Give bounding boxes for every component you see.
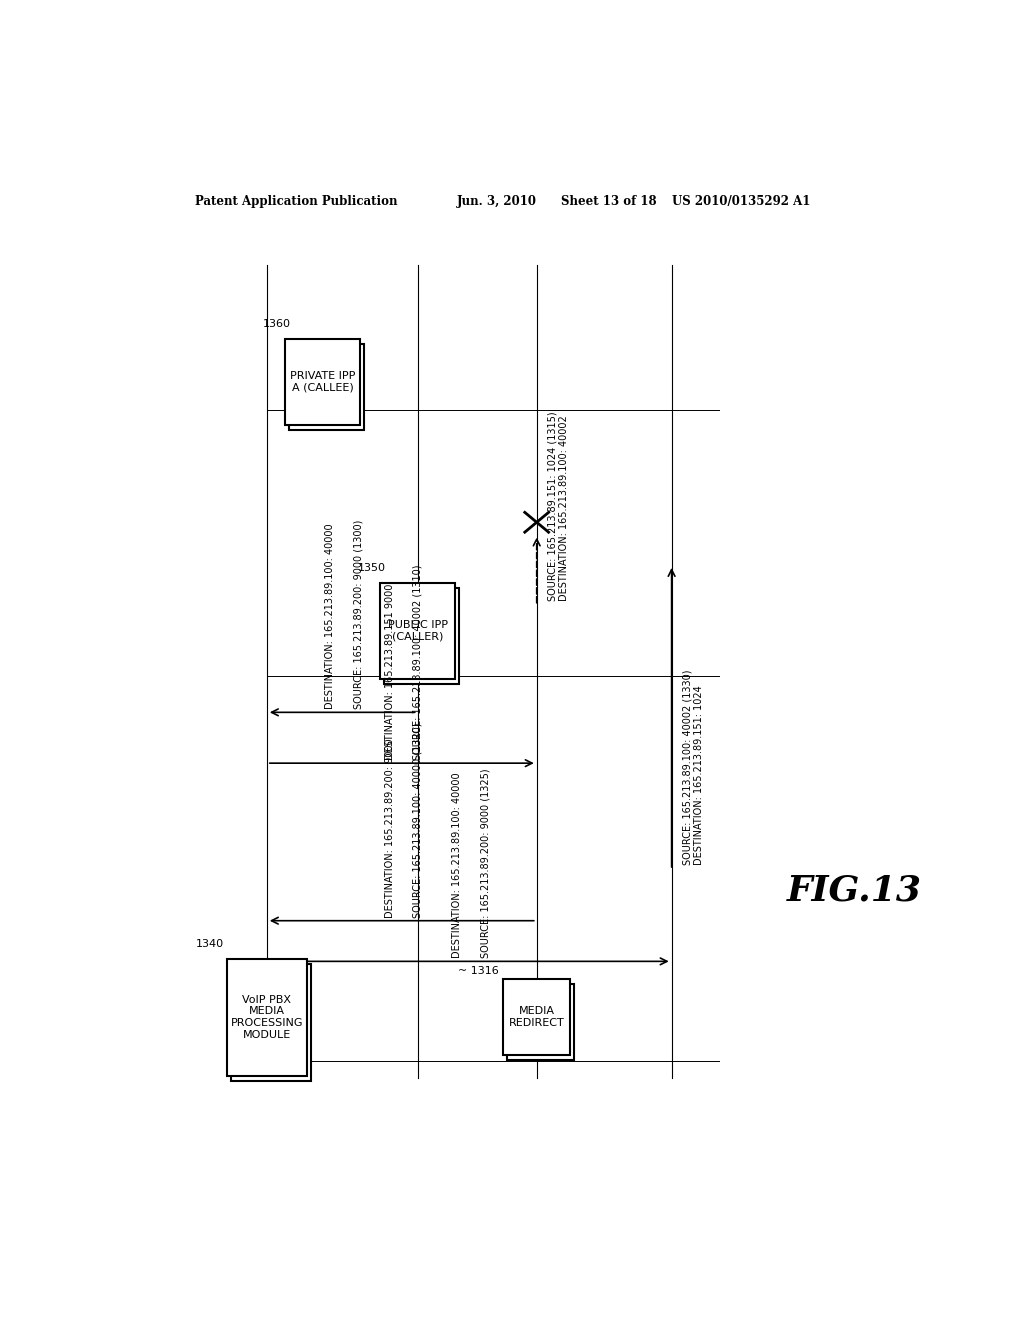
Text: DESTINATION: 165.213.89.100: 40000: DESTINATION: 165.213.89.100: 40000 [453,772,463,958]
Text: 1340: 1340 [196,939,223,949]
Text: DESTINATION: 165.213.89.200: 9000: DESTINATION: 165.213.89.200: 9000 [385,738,395,917]
Bar [507,985,574,1060]
Text: PRIVATE IPP
A (CALLEE): PRIVATE IPP A (CALLEE) [290,371,355,393]
Text: 1350: 1350 [358,562,386,573]
Text: SOURCE: 165.213.89.100: 40002 (1310): SOURCE: 165.213.89.100: 40002 (1310) [413,565,423,760]
Bar [384,587,460,684]
Bar [227,958,306,1076]
Text: DESTINATION: 165.213.89.151 9000: DESTINATION: 165.213.89.151 9000 [385,583,395,760]
Bar [503,979,570,1056]
Text: DESTINATION: 165.213.89.100: 40002: DESTINATION: 165.213.89.100: 40002 [559,414,569,601]
Text: SOURCE: 165.213.89.100: 40002 (1330): SOURCE: 165.213.89.100: 40002 (1330) [683,669,692,865]
Text: DESTINATION: 165.213.89.151: 1024: DESTINATION: 165.213.89.151: 1024 [694,685,703,865]
Text: DESTINATION: 165.213.89.100: 40000: DESTINATION: 165.213.89.100: 40000 [326,524,336,709]
Text: US 2010/0135292 A1: US 2010/0135292 A1 [672,194,810,207]
Text: SOURCE: 165.213.89.200: 9000 (1325): SOURCE: 165.213.89.200: 9000 (1325) [480,768,490,958]
Text: Patent Application Publication: Patent Application Publication [196,194,398,207]
Text: ~ 1316: ~ 1316 [459,966,499,975]
Text: VoIP PBX
MEDIA
PROCESSING
MODULE: VoIP PBX MEDIA PROCESSING MODULE [230,995,303,1040]
Text: SOURCE: 165.213.89.151: 1024 (1315): SOURCE: 165.213.89.151: 1024 (1315) [548,411,558,601]
Bar [380,582,456,680]
Text: Jun. 3, 2010: Jun. 3, 2010 [458,194,538,207]
Bar [289,345,365,430]
Bar [285,339,360,425]
Text: 1360: 1360 [263,318,291,329]
Bar [231,964,310,1081]
Text: PUBLIC IPP
(CALLER): PUBLIC IPP (CALLER) [388,620,447,642]
Text: FIG.13: FIG.13 [786,874,922,907]
Text: Sheet 13 of 18: Sheet 13 of 18 [560,194,656,207]
Text: MEDIA
REDIRECT: MEDIA REDIRECT [509,1006,564,1028]
Text: SOURCE: 165.213.89.200: 9000 (1300): SOURCE: 165.213.89.200: 9000 (1300) [353,520,364,709]
Text: SOURCE: 165.213.89.100: 40000 (1320): SOURCE: 165.213.89.100: 40000 (1320) [413,722,423,917]
